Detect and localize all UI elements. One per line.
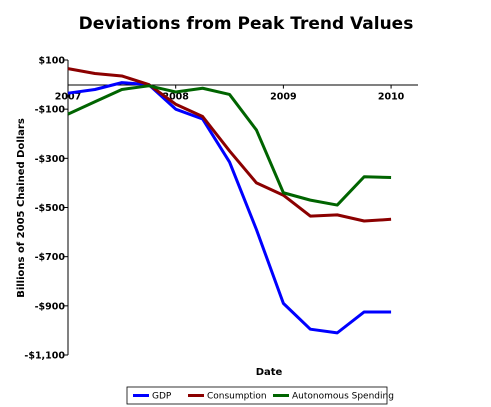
x-tick-label: 2009 [270,92,296,103]
y-tick-label: -$700 [35,252,66,263]
legend-label: Autonomous Spending [292,392,394,402]
y-tick-label: -$500 [35,203,66,214]
y-axis-label: Billions of 2005 Chained Dollars [16,118,27,298]
x-tick-label: 2007 [55,92,81,103]
legend-label: Consumption [207,392,267,402]
y-tick-label: -$900 [35,301,66,312]
chart-title: Deviations from Peak Trend Values [79,14,414,34]
legend-items: GDP Consumption Autonomous Spending [133,392,394,402]
series-line-gdp [67,81,392,335]
y-ticks: $100 -$100 -$300 -$500 -$700 -$900 -$1,100 [24,56,68,362]
x-ticks: 2007 2008 2009 2010 [55,84,405,103]
legend-label: GDP [152,392,172,402]
series-line-autonomous-spending [67,84,392,207]
x-tick-label: 2008 [162,92,189,103]
legend-box [126,386,388,405]
legend: GDP Consumption Autonomous Spending [126,386,394,405]
series-lines [67,67,392,335]
y-tick-label: -$300 [35,154,66,165]
y-tick-label: $100 [39,56,66,67]
x-tick-label: 2010 [378,92,405,103]
y-tick-label: -$1,100 [24,351,65,362]
series-line-consumption [67,67,392,223]
x-axis-label: Date [256,367,283,378]
y-tick-label: -$100 [35,105,66,116]
